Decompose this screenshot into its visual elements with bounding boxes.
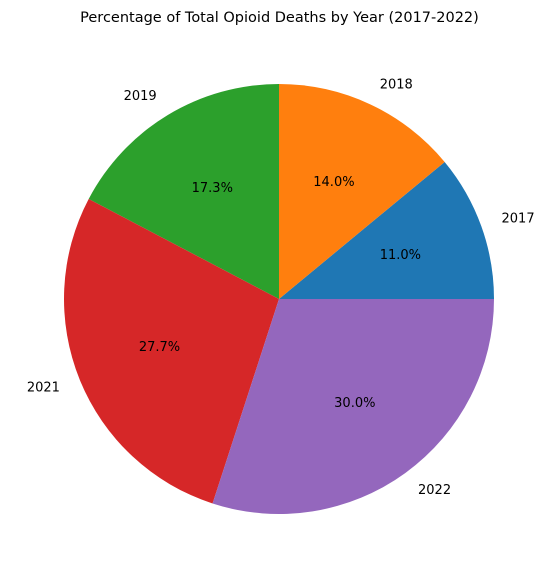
slice-percent-2019: 17.3% (192, 181, 233, 196)
pie-slice-2019 (88, 84, 280, 299)
pie-slice-2017 (279, 161, 494, 299)
slice-label-2018: 2018 (380, 78, 413, 93)
chart-title: Percentage of Total Opioid Deaths by Yea… (80, 10, 479, 26)
pie-slice-2022 (212, 299, 494, 515)
slice-label-2021: 2021 (27, 381, 60, 396)
slice-percent-2021: 27.7% (139, 340, 180, 355)
pie-slices (64, 84, 494, 515)
slice-label-2022: 2022 (418, 483, 451, 498)
slice-percent-2017: 11.0% (380, 248, 421, 263)
slice-label-2017: 2017 (502, 211, 535, 226)
pie-slice-2021 (64, 198, 279, 504)
pie-slice-2018 (279, 84, 445, 299)
slice-label-2019: 2019 (124, 89, 157, 104)
pie-labels: 2017 11.0% 2018 14.0% 2019 17.3% 2021 27.7% 2022… (27, 78, 535, 498)
slice-percent-2018: 14.0% (313, 175, 354, 190)
slice-percent-2022: 30.0% (334, 396, 375, 411)
